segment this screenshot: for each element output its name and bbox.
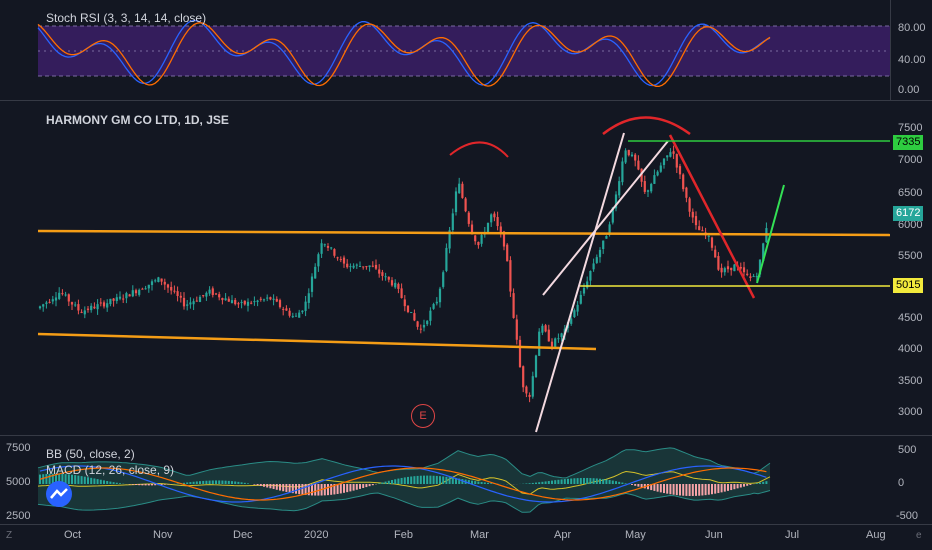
tradingview-logo-icon[interactable] <box>46 481 72 507</box>
bb-lower-line <box>37 490 771 513</box>
price-tick-4000: 4000 <box>898 343 923 355</box>
price-tick-6500: 6500 <box>898 187 923 199</box>
x-label-may: May <box>625 529 646 541</box>
stoch-d-line <box>37 22 771 88</box>
stoch-tick-0: 0.00 <box>898 84 920 96</box>
bb-macd-pane[interactable]: BB (50, close, 2) MACD (12, 26, close, 9… <box>0 436 932 524</box>
price-tick-3500: 3500 <box>898 375 923 387</box>
support-price-tag: 5015 <box>893 278 924 293</box>
stoch-rsi-canvas <box>0 0 932 101</box>
head-arc <box>602 116 691 136</box>
downtrend-line <box>668 134 756 299</box>
price-tick-3000: 3000 <box>898 406 923 418</box>
macd-tick-500: 500 <box>898 444 917 456</box>
x-label-jul: Jul <box>785 529 800 541</box>
price-tick-4500: 4500 <box>898 312 923 324</box>
x-label-dec: Dec <box>233 529 253 541</box>
price-tick-5500: 5500 <box>898 250 923 262</box>
macd-tick-neg500: -500 <box>896 510 919 522</box>
price-canvas <box>0 116 932 436</box>
macd-line <box>39 465 767 503</box>
bb-title[interactable]: BB (50, close, 2) <box>46 447 135 461</box>
symbol-title[interactable]: HARMONY GM CO LTD, 1D, JSE <box>46 113 229 127</box>
stoch-title[interactable]: Stoch RSI (3, 3, 14, 14, close) <box>46 11 207 25</box>
settings-button[interactable]: e <box>916 530 922 541</box>
x-label-feb: Feb <box>394 529 413 541</box>
signal-line <box>39 467 767 501</box>
earnings-marker[interactable]: E <box>411 404 435 428</box>
zoom-axis-button[interactable]: Z <box>6 530 13 541</box>
stoch-k-line <box>37 19 771 87</box>
x-label-mar: Mar <box>470 529 489 541</box>
macd-canvas <box>37 447 771 513</box>
parallel-channel-upper <box>542 140 669 296</box>
price-pane[interactable]: HARMONY GM CO LTD, 1D, JSE 7500 7000 650… <box>0 101 932 436</box>
price-tick-6000: 6000 <box>898 219 923 231</box>
bb-basis-line <box>37 470 771 495</box>
projection-line <box>756 184 785 284</box>
time-axis[interactable] <box>0 524 932 550</box>
price-tick-7000: 7000 <box>898 154 923 166</box>
resistance-price-tag: 7335 <box>893 135 924 150</box>
x-label-aug: Aug <box>866 529 886 541</box>
bb-tick-5000: 5000 <box>6 476 31 488</box>
stoch-tick-40: 40.00 <box>898 54 926 66</box>
stoch-tick-80: 80.00 <box>898 22 926 34</box>
macd-tick-0: 0 <box>898 477 905 489</box>
bb-upper-line <box>37 447 771 479</box>
bb-tick-7500: 7500 <box>6 442 31 454</box>
macd-title[interactable]: MACD (12, 26, close, 9) <box>46 463 175 477</box>
stoch-rsi-pane[interactable]: Stoch RSI (3, 3, 14, 14, close) 80.00 40… <box>0 0 932 101</box>
candlesticks <box>38 145 768 403</box>
parallel-channel-lower <box>535 132 625 433</box>
x-label-oct: Oct <box>64 529 82 541</box>
x-label-nov: Nov <box>153 529 173 541</box>
price-tick-7500: 7500 <box>898 122 923 134</box>
last-price-tag: 6172 <box>893 206 924 221</box>
x-label-2020: 2020 <box>304 529 329 541</box>
lower-channel-line <box>37 332 597 351</box>
upper-channel-line <box>37 229 891 237</box>
x-label-jun: Jun <box>705 529 723 541</box>
bb-tick-2500: 2500 <box>6 510 31 522</box>
x-label-apr: Apr <box>554 529 572 541</box>
left-shoulder-arc <box>449 141 509 158</box>
